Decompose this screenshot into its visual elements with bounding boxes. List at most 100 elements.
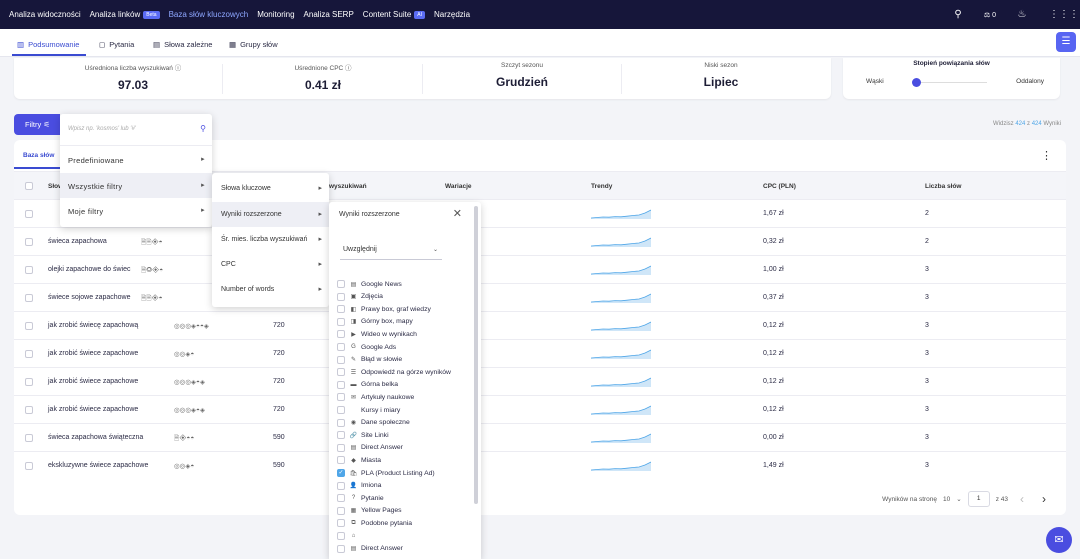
tab-slowa-zalezne[interactable]: ▤ Słowa zależne [153,40,212,49]
option-checkbox[interactable] [337,380,345,389]
row-checkbox[interactable] [25,434,33,442]
table-row[interactable]: jak zrobić świecę zapachową ◎◎◎◈◓◓◈ 720 0,1… [14,311,1066,339]
extended-result-option[interactable]: ◆ Miasta [337,454,467,466]
page-input[interactable]: 1 [967,491,990,507]
extended-result-option[interactable]: Kursy i miary [337,404,467,416]
row-checkbox[interactable] [25,350,33,358]
row-checkbox[interactable] [25,462,33,470]
table-row[interactable]: olejki zapachowe do świec 🗎◎◈◓ 1,00 zł 3 [14,255,1066,283]
option-checkbox[interactable] [337,406,345,414]
nav-item[interactable]: Content Suite AI [363,10,426,19]
option-checkbox[interactable] [337,481,345,490]
keyword-cell[interactable]: świece sojowe zapachowe [48,294,131,301]
extended-result-option[interactable]: G Google Ads [337,341,467,353]
nav-item[interactable]: Analiza SERP [304,10,354,19]
extended-result-option[interactable]: ▤ Direct Answer [337,442,467,454]
extended-result-option[interactable]: ✓ 🛍 PLA (Product Listing Ad) [337,467,467,479]
info-icon[interactable]: ⓘ [174,65,182,72]
row-checkbox[interactable] [25,238,33,246]
table-row[interactable]: jak zrobić świece zapachowe ◎◎◎◈◓◈ 720 0,12… [14,367,1066,395]
keyword-cell[interactable]: ekskluzywne świece zapachowe [48,462,149,469]
chat-button[interactable]: ✉ [1046,527,1072,553]
keyword-cell[interactable]: olejki zapachowe do świec [48,266,131,273]
option-checkbox[interactable] [337,368,345,377]
option-checkbox[interactable] [337,506,345,515]
column-searches[interactable]: wyszukiwań [329,183,367,190]
keyword-cell[interactable]: jak zrobić świece zapachowe [48,406,139,413]
panel-scrollbar[interactable] [474,206,478,504]
info-icon[interactable]: ⓘ [345,65,352,72]
filter-search-input[interactable]: Wpisz np. 'kosmos' lub '#' [68,126,136,132]
extended-result-option[interactable]: ◉ Dane społeczne [337,417,467,429]
slider-track[interactable] [917,82,987,83]
option-checkbox[interactable] [337,393,345,402]
nav-item[interactable]: Narzędzia [434,10,470,19]
keyword-cell[interactable]: jak zrobić świecę zapachową [48,322,139,329]
option-checkbox[interactable] [337,343,345,351]
nav-item[interactable]: Baza słów kluczowych [169,10,249,19]
column-word-count[interactable]: Liczba słów [925,183,962,190]
extended-result-option[interactable]: ▦ Yellow Pages [337,505,467,517]
nav-item[interactable]: Analiza linków Beta [90,10,160,19]
chevron-down-icon[interactable]: ⌄ [956,496,962,503]
submenu-item-keywords[interactable]: Słowa kluczowe ▸ [212,176,329,201]
extended-result-option[interactable]: ? Pytanie [337,492,467,504]
more-options-icon[interactable]: ⋮ [1041,150,1052,162]
tab-grupy-slow[interactable]: ▦ Grupy słów [229,40,278,49]
filters-button[interactable]: Filtry ⚟ [14,114,60,135]
submenu-item-cpc[interactable]: CPC ▸ [212,252,329,277]
extended-result-option[interactable]: ⧉ Podobne pytania [337,517,467,529]
row-checkbox[interactable] [25,210,33,218]
column-cpc[interactable]: CPC (PLN) [763,183,796,190]
option-checkbox[interactable] [337,330,345,339]
table-row[interactable]: świeca zapachowa świąteczna 🗎◈◓◓ 590 0,00 z… [14,423,1066,451]
extended-result-option[interactable]: ▣ Zdjęcia [337,291,467,303]
submenu-item-monthly-searches[interactable]: Śr. mies. liczba wyszukiwań ▸ [212,227,329,252]
extended-result-option[interactable]: 👤 Imiona [337,480,467,492]
submenu-item-extended-results[interactable]: Wyniki rozszerzone ▸ [212,202,329,227]
submenu-item-number-of-words[interactable]: Number of words ▸ [212,277,329,302]
option-checkbox[interactable] [337,494,345,503]
credits-counter[interactable]: ⚖ 0 [983,11,997,19]
table-row[interactable]: jak zrobić świece zapachowe ◎◎◎◈◓◈ 720 0,12… [14,395,1066,423]
option-checkbox[interactable] [337,317,345,326]
menu-item-predefined[interactable]: Predefiniowane ▸ [60,147,212,172]
table-row[interactable]: świeca zapachowa 🗎🗎◈◓ 0,32 zł 2 [14,227,1066,255]
filter-search[interactable]: Wpisz np. 'kosmos' lub '#' ⚲ [60,114,212,146]
option-checkbox[interactable] [337,456,345,465]
apps-grid-icon[interactable]: ⋮⋮⋮ [1049,9,1079,20]
row-checkbox[interactable] [25,294,33,302]
option-checkbox[interactable] [337,305,345,314]
tab-pytania[interactable]: ◻ Pytania [99,40,134,49]
extended-result-option[interactable]: ▬ Górna belka [337,379,467,391]
option-checkbox[interactable] [337,544,345,553]
column-trends[interactable]: Trendy [591,183,613,190]
option-checkbox[interactable] [337,443,345,452]
extended-result-option[interactable]: ✎ Błąd w słowie [337,354,467,366]
tab-keyword-base[interactable]: Baza słów [23,152,55,159]
extended-result-option[interactable]: ✉ Artykuły naukowe [337,391,467,403]
keyword-cell[interactable]: jak zrobić świece zapachowe [48,378,139,385]
option-checkbox[interactable]: ✓ [337,469,345,477]
extended-result-option[interactable]: ◧ Prawy box, graf wiedzy [337,303,467,315]
extended-result-option[interactable]: 🔗 Site Linki [337,429,467,441]
column-variants[interactable]: Wariacje [445,183,472,190]
close-icon[interactable]: ✕ [452,208,462,220]
side-menu-button[interactable]: ☰ [1056,32,1076,52]
option-checkbox[interactable] [337,418,345,427]
select-all-checkbox[interactable] [25,182,33,190]
nav-item[interactable]: Monitoring [257,10,294,19]
option-checkbox[interactable] [337,280,345,288]
option-checkbox[interactable] [337,355,345,364]
prev-page-icon[interactable]: ‹ [1020,492,1024,506]
row-checkbox[interactable] [25,406,33,414]
keyword-cell[interactable]: jak zrobić świece zapachowe [48,350,139,357]
nav-item[interactable]: Analiza widoczności [9,10,81,19]
bell-icon[interactable]: ♨ [1017,9,1027,20]
extended-result-option[interactable]: ⌂ [337,530,467,542]
table-row[interactable]: 1,67 zł 2 [14,199,1066,227]
menu-item-all-filters[interactable]: Wszystkie filtry ▸ [60,173,212,198]
option-checkbox[interactable] [337,519,345,528]
table-row[interactable]: jak zrobić świece zapachowe ◎◎◈◓ 720 0,12 z… [14,339,1066,367]
row-checkbox[interactable] [25,266,33,274]
